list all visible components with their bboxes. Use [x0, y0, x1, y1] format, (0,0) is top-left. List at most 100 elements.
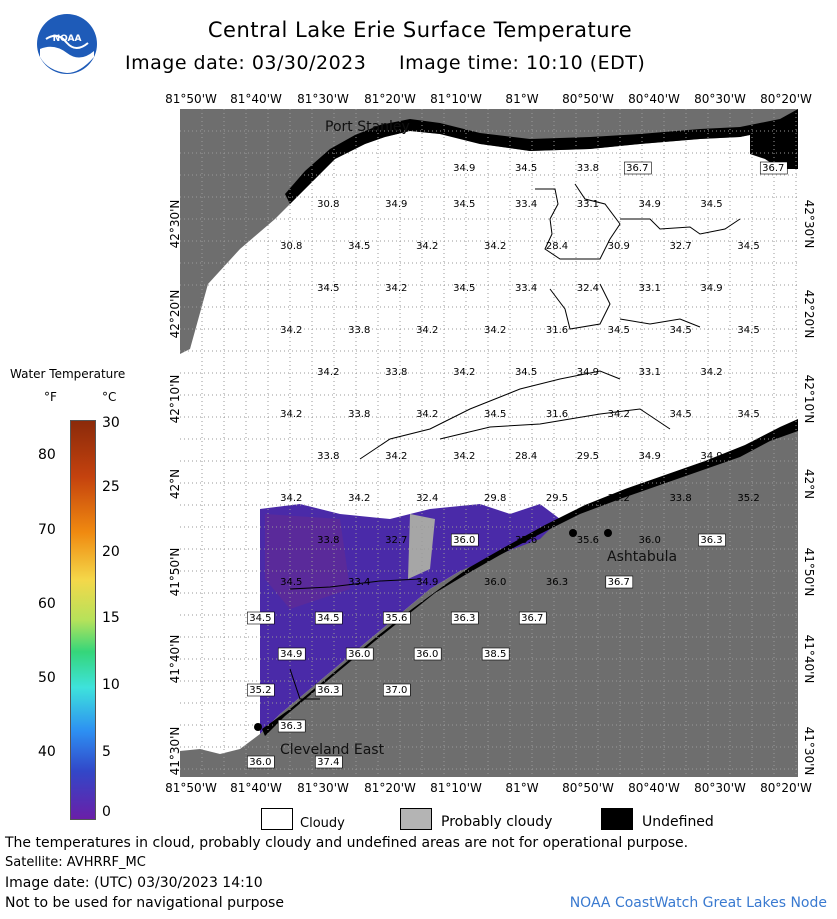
- temperature-value: 34.5: [453, 283, 475, 294]
- temperature-value: 33.8: [317, 451, 339, 462]
- temperature-value: 33.8: [577, 163, 599, 174]
- longitude-label: 80°50'W: [562, 781, 614, 795]
- temperature-value: 33.8: [385, 367, 407, 378]
- longitude-label: 81°20'W: [364, 92, 416, 106]
- longitude-label: 81°10'W: [430, 781, 482, 795]
- temperature-label-box: [450, 611, 479, 625]
- temperature-value: 30.8: [317, 199, 339, 210]
- temperature-value: 34.5: [515, 367, 537, 378]
- footer-nav-warning: Not to be used for navigational purpose: [5, 895, 284, 911]
- contour-line: [620, 218, 741, 235]
- temperature-label-box: [624, 161, 652, 175]
- temperature-value: 33.8: [348, 409, 370, 420]
- temperature-label-box: [247, 611, 275, 625]
- longitude-label: 80°30'W: [694, 92, 746, 106]
- latitude-label: 42°N: [802, 468, 816, 500]
- temperature-value: 34.2: [280, 325, 302, 336]
- longitude-label: 80°50'W: [562, 92, 614, 106]
- footer-satellite: Satellite: AVHRRF_MC: [5, 855, 146, 870]
- temperature-value: 36.0: [484, 577, 506, 588]
- temperature-value: 37.4: [317, 757, 339, 768]
- temperature-label-box: [383, 683, 411, 697]
- lake-map: 34.9 34.5 33.8 36.7 36.7 30.8 34.9 34.5 33.4 33.1…: [180, 109, 798, 777]
- temperature-value: 34.5: [317, 283, 339, 294]
- temperature-value: 28.4: [546, 241, 568, 252]
- temperature-value: 34.5: [608, 325, 630, 336]
- contour-line: [619, 318, 701, 328]
- isotherm-contours: [289, 183, 741, 700]
- longitude-label: 80°40'W: [628, 781, 680, 795]
- key-label-undefined: Undefined: [642, 814, 714, 830]
- city-dot: [569, 529, 577, 537]
- key-swatch-probably-cloudy: [400, 808, 432, 830]
- map-gridlines: [180, 109, 798, 777]
- temperature-value: 33.4: [515, 283, 537, 294]
- temperature-value: 34.5: [515, 163, 537, 174]
- contour-line: [289, 668, 320, 700]
- temperature-value: 34.2: [700, 367, 722, 378]
- temperature-value: 36.7: [608, 577, 630, 588]
- key-swatch-cloudy: [261, 808, 293, 830]
- key-label-probably-cloudy: Probably cloudy: [441, 814, 553, 830]
- temperature-value: 35.2: [249, 685, 271, 696]
- legend-f-tick: 60: [38, 596, 56, 612]
- temperature-value: 36.3: [280, 721, 302, 732]
- temperature-value: 33.8: [317, 535, 339, 546]
- temperature-value: 36.3: [317, 685, 339, 696]
- noaa-logo-icon: NOAA: [37, 14, 97, 74]
- temperature-value: 34.5: [669, 409, 691, 420]
- contour-line: [439, 408, 671, 440]
- temperature-value: 34.2: [453, 451, 475, 462]
- temperature-value: 34.2: [416, 409, 438, 420]
- temperature-label-box: [277, 719, 306, 733]
- temperature-value: 32.7: [669, 241, 691, 252]
- temperature-label-box: [345, 647, 374, 661]
- footer-note: The temperatures in cloud, probably clou…: [5, 835, 689, 851]
- temperature-value: 34.9: [639, 199, 661, 210]
- longitude-label: 81°50'W: [165, 781, 217, 795]
- footer-utc-date: Image date: (UTC) 03/30/2023 14:10: [5, 875, 263, 891]
- lake-map-svg: 34.9 34.5 33.8 36.7 36.7 30.8 34.9 34.5 33.4 33.1…: [180, 109, 798, 777]
- longitude-label: 81°20'W: [364, 781, 416, 795]
- contour-line: [359, 370, 621, 460]
- temperature-value: 36.3: [700, 535, 722, 546]
- latitude-label: 42°20'N: [802, 289, 816, 339]
- temperature-value: 33.8: [348, 325, 370, 336]
- key-swatch-undefined: [601, 808, 633, 830]
- contour-line: [289, 578, 421, 590]
- temperature-value: 34.5: [737, 241, 759, 252]
- temperature-value: 29.5: [577, 451, 599, 462]
- temperature-value: 34.5: [737, 409, 759, 420]
- legend-c-tick: 10: [102, 677, 120, 693]
- temperature-value: 34.2: [608, 409, 630, 420]
- temperature-value: 30.8: [280, 241, 302, 252]
- temperature-value: 33.4: [515, 199, 537, 210]
- temperature-value: 34.5: [453, 199, 475, 210]
- temperature-value: 28.4: [515, 451, 537, 462]
- temperature-value: 34.2: [416, 325, 438, 336]
- image-date: Image date: 03/30/2023: [125, 52, 367, 74]
- temperature-value: 32.4: [577, 283, 599, 294]
- temperature-label-box: [315, 755, 343, 769]
- temperature-value: 34.5: [669, 325, 691, 336]
- temperature-value: 36.7: [626, 163, 648, 174]
- longitude-label: 81°30'W: [297, 92, 349, 106]
- place-ashtabula: Ashtabula: [607, 549, 677, 565]
- temperature-value: 31.6: [546, 409, 568, 420]
- city-dot: [254, 723, 262, 731]
- latitude-label: 42°10'N: [802, 374, 816, 424]
- temperature-value: 36.0: [249, 757, 271, 768]
- temperature-value: 37.0: [385, 685, 407, 696]
- temperature-value: 34.5: [280, 577, 302, 588]
- page-title: Central Lake Erie Surface Temperature: [207, 18, 633, 42]
- legend-f-tick: 40: [38, 744, 56, 760]
- temperature-value: 36.0: [348, 649, 370, 660]
- noaa-logo-text: NOAA: [53, 34, 82, 44]
- latitude-label: 41°40'N: [802, 634, 816, 684]
- legend-color-bar: [70, 420, 96, 820]
- longitude-label: 81°10'W: [430, 92, 482, 106]
- temperature-value: 34.2: [280, 493, 302, 504]
- temperature-value: 36.7: [762, 163, 784, 174]
- longitude-label: 81°30'W: [297, 781, 349, 795]
- noaa-logo: NOAA: [36, 13, 98, 75]
